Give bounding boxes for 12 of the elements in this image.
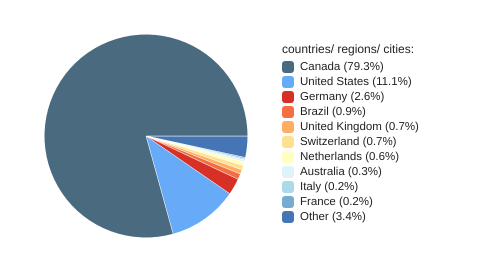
- legend-label: Switzerland (0.7%): [300, 136, 397, 148]
- legend-label: Australia (0.3%): [300, 166, 382, 178]
- legend-label: France (0.2%): [300, 196, 373, 208]
- legend-label: United States (11.1%): [300, 76, 412, 88]
- legend-label: Brazil (0.9%): [300, 106, 366, 118]
- legend-title: countries/ regions/ cities:: [282, 42, 416, 56]
- legend-label: Italy (0.2%): [300, 180, 358, 192]
- legend-label: United Kingdom (0.7%): [300, 120, 419, 132]
- legend-label: Germany (2.6%): [300, 90, 384, 102]
- legend-label: Other (3.4%): [300, 210, 366, 222]
- legend-label: Netherlands (0.6%): [300, 150, 400, 162]
- legend-label: Canada (79.3%): [300, 60, 384, 72]
